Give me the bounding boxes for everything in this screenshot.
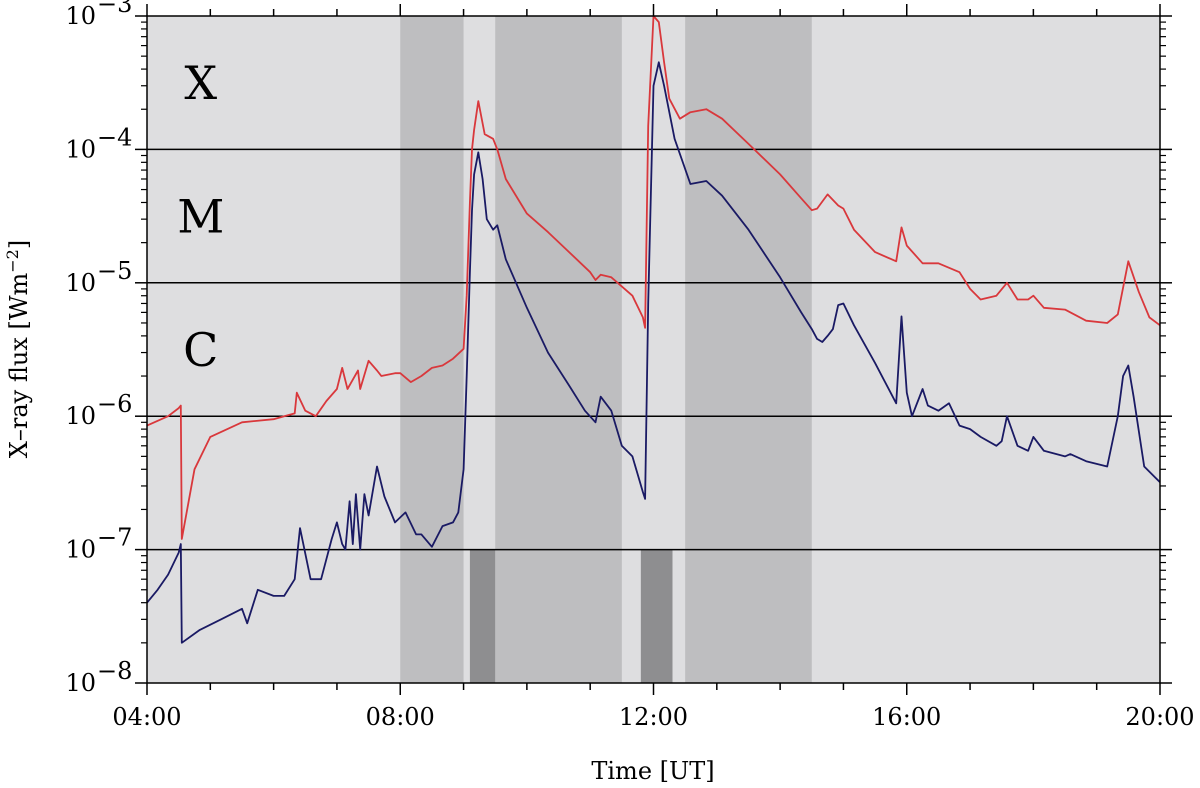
x-tick-label: 16:00 [872,703,941,731]
y-axis-title-main: X–ray flux [Wm [5,273,33,459]
class-label-m: M [177,189,224,243]
shaded-interval-5 [641,550,673,683]
y-tick-exponent: −5 [97,257,132,285]
y-axis-title-exponent: −2 [3,249,22,273]
y-tick-exponent: −4 [97,123,132,151]
x-tick-label: 04:00 [112,703,181,731]
y-tick-label: 10 [65,402,96,430]
x-tick-label: 12:00 [619,703,688,731]
class-label-x: X [184,56,217,110]
class-label-c: C [183,323,218,377]
y-tick-label: 10 [65,269,96,297]
y-tick-label: 10 [65,135,96,163]
y-tick-exponent: −6 [97,390,132,418]
y-tick-label: 10 [65,669,96,697]
x-tick-label: 20:00 [1125,703,1194,731]
y-tick-exponent: −8 [97,657,132,685]
shaded-interval-1 [400,16,463,683]
y-tick-label: 10 [65,536,96,564]
x-axis-title: Time [UT] [591,757,714,785]
y-axis-title-close: ] [5,240,33,249]
y-tick-label: 10 [65,2,96,30]
y-axis-title: X–ray flux [Wm−2] [3,240,33,458]
shaded-interval-2 [495,16,622,683]
y-tick-exponent: −3 [97,0,132,18]
x-tick-label: 08:00 [366,703,435,731]
y-tick-exponent: −7 [97,524,132,552]
shaded-interval-4 [470,550,495,683]
shaded-interval-3 [685,16,812,683]
